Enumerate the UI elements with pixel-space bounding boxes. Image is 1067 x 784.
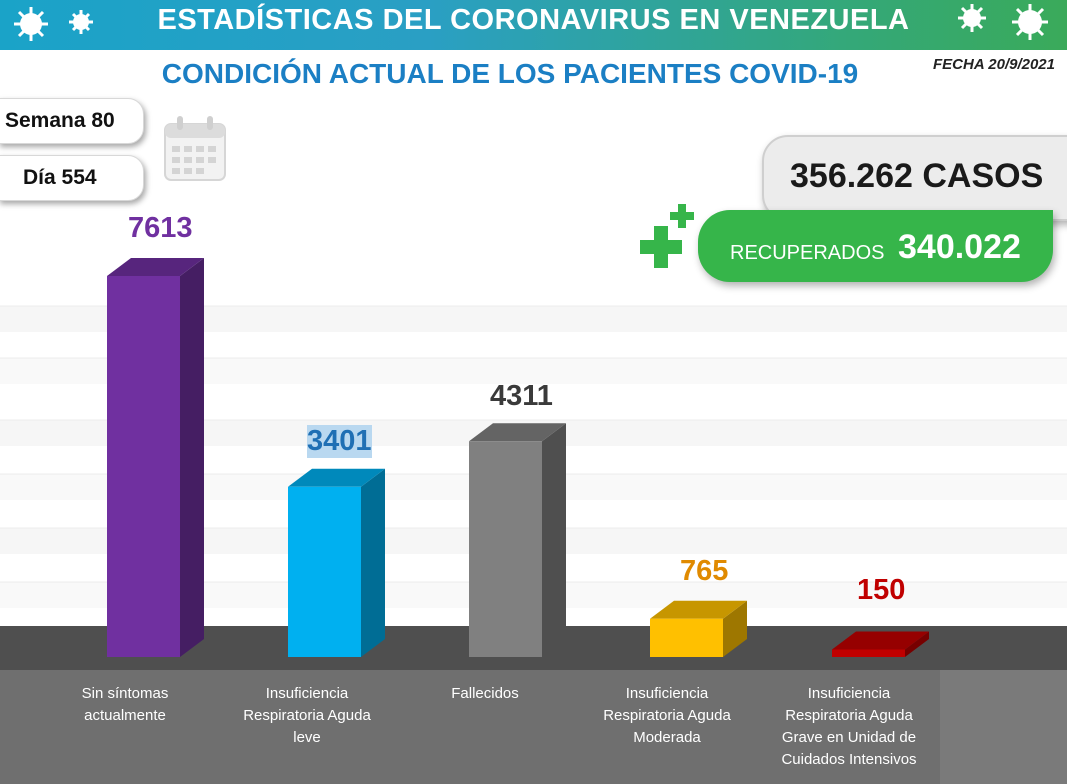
bar-value-0: 7613 <box>128 212 193 244</box>
label-panel <box>0 670 940 784</box>
total-cases-box <box>762 135 1067 221</box>
bar-top-4 <box>832 631 929 650</box>
category-line: Insuficiencia <box>807 685 891 702</box>
banner-title: ESTADÍSTICAS DEL CORONAVIRUS EN VENEZUEL… <box>157 4 910 36</box>
day-badge: Día 554 <box>0 155 144 201</box>
category-line: Fallecidos <box>451 685 519 702</box>
bar-side-0 <box>180 258 204 657</box>
category-line: Respiratoria Aguda <box>243 707 371 724</box>
category-line: Cuidados Intensivos <box>781 751 917 768</box>
bar-value-3: 765 <box>680 555 729 587</box>
report-date: FECHA 20/9/2021 <box>932 56 1055 73</box>
bar-0 <box>107 276 180 657</box>
category-label-0: Sin síntomas actualmente <box>40 683 210 727</box>
total-cases: 356.262 CASOS <box>790 157 1044 195</box>
category-label-2: Fallecidos <box>400 683 570 705</box>
calendar-icon <box>164 116 226 181</box>
week-label: Semana 80 <box>5 109 115 132</box>
category-line: Respiratoria Aguda <box>603 707 731 724</box>
bar-top-0 <box>107 258 204 276</box>
bar-side-1 <box>361 468 385 657</box>
category-line: Sin síntomas <box>81 685 169 702</box>
category-line: leve <box>293 729 321 746</box>
bar-4 <box>832 649 905 657</box>
week-badge: Semana 80 <box>0 98 144 144</box>
bar-side-3 <box>723 600 747 657</box>
bar-top-1 <box>288 468 385 487</box>
category-line: actualmente <box>84 707 166 724</box>
category-label-3: Insuficiencia Respiratoria Aguda Moderad… <box>582 683 752 749</box>
category-label-1: Insuficiencia Respiratoria Aguda leve <box>222 683 392 749</box>
virus-icon <box>14 7 93 41</box>
day-label: Día 554 <box>23 166 97 189</box>
page-subtitle: CONDICIÓN ACTUAL DE LOS PACIENTES COVID-… <box>161 58 859 89</box>
virus-icon-right <box>958 4 1048 40</box>
bar-top-2 <box>469 423 566 442</box>
header-banner <box>0 0 1067 50</box>
category-line: Insuficiencia <box>625 685 709 702</box>
recovered-label: RECUPERADOS <box>730 242 885 264</box>
recovered-box <box>698 210 1053 282</box>
category-line: Respiratoria Aguda <box>785 707 913 724</box>
category-label-4: Insuficiencia Respiratoria Aguda Grave e… <box>764 683 934 771</box>
bar-3 <box>650 618 723 657</box>
plus-icon <box>640 204 694 268</box>
bar-value-4: 150 <box>857 574 906 606</box>
bar-value-2: 4311 <box>490 380 553 412</box>
bar-2 <box>469 441 542 657</box>
bar-side-4 <box>905 631 929 657</box>
bar-1 <box>288 486 361 657</box>
bar-value-1: 3401 <box>307 425 372 458</box>
category-line: Moderada <box>633 729 701 746</box>
bar-side-2 <box>542 423 566 657</box>
recovered-value: 340.022 <box>898 228 1021 266</box>
category-line: Insuficiencia <box>265 685 349 702</box>
bar-top-3 <box>650 600 747 619</box>
category-line: Grave en Unidad de <box>781 729 917 746</box>
